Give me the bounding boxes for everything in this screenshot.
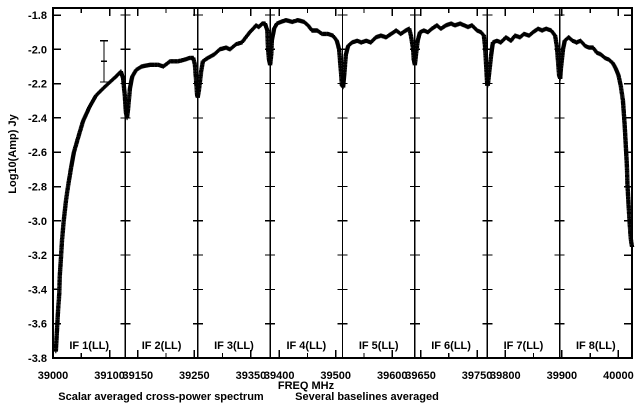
x-tick-label: 39350 <box>236 370 267 382</box>
if-panel-label: IF 5(LL) <box>359 340 399 352</box>
x-tick-label: 39500 <box>320 370 351 382</box>
y-tick-label: -3.6 <box>28 319 47 331</box>
if-panel-label: IF 3(LL) <box>214 340 254 352</box>
if-panel-label: IF 6(LL) <box>431 340 471 352</box>
x-tick-label: 39150 <box>123 370 154 382</box>
y-tick-label: -3.0 <box>28 216 47 228</box>
y-axis-title: Log10(Amp) Jy <box>7 114 19 194</box>
x-axis-title: FREQ MHz <box>277 380 335 392</box>
y-tick-label: -2.0 <box>28 44 47 56</box>
y-tick-label: -2.2 <box>28 79 47 91</box>
y-tick-label: -3.4 <box>28 284 48 296</box>
if-panel-label: IF 1(LL) <box>69 340 109 352</box>
x-tick-label: 39900 <box>547 370 578 382</box>
x-tick-label: 39650 <box>405 370 436 382</box>
y-tick-label: -2.6 <box>28 147 47 159</box>
if-panel-label: IF 4(LL) <box>286 340 326 352</box>
x-tick-label: 39000 <box>38 370 69 382</box>
y-tick-label: -2.8 <box>28 182 47 194</box>
y-tick-label: -3.8 <box>28 353 47 365</box>
spectrum-data-markers <box>53 18 635 354</box>
x-tick-label: 39100 <box>94 370 125 382</box>
y-tick-label: -1.8 <box>28 10 47 22</box>
y-tick-label: -3.2 <box>28 250 47 262</box>
if-panel-label: IF 8(LL) <box>576 340 616 352</box>
x-tick-label: 39250 <box>179 370 210 382</box>
caption-baselines-averaged: Several baselines averaged <box>295 391 439 403</box>
y-tick-label: -2.4 <box>28 113 48 125</box>
x-tick-label: 39600 <box>377 370 408 382</box>
x-tick-label: 40000 <box>603 370 634 382</box>
caption-scalar-averaged: Scalar averaged cross-power spectrum <box>58 391 264 403</box>
x-tick-label: 39750 <box>462 370 493 382</box>
x-tick-label: 39800 <box>490 370 521 382</box>
if-panel-label: IF 2(LL) <box>142 340 182 352</box>
x-tick-label: 39400 <box>264 370 295 382</box>
if-panel-label: IF 7(LL) <box>504 340 544 352</box>
